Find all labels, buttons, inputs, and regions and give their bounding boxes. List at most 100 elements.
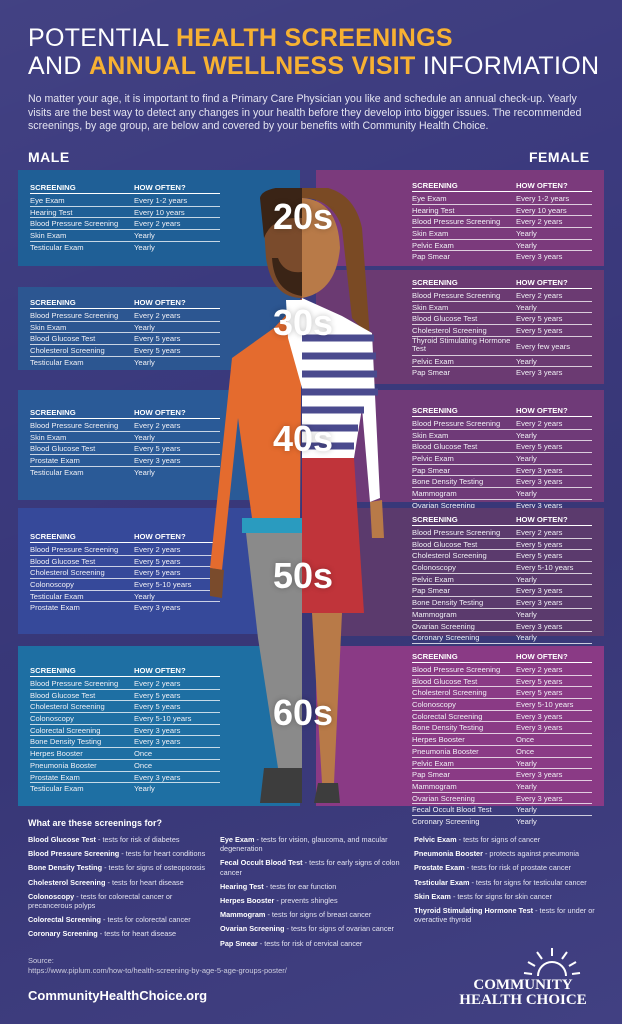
screening-frequency: Yearly: [134, 242, 155, 252]
table-row: Pelvic Exam Yearly: [412, 574, 592, 586]
screening-name: Eye Exam: [412, 194, 447, 203]
screening-frequency: Every 10 years: [134, 207, 185, 217]
definition-item: Hearing Test - tests for ear function: [220, 882, 400, 891]
screening-name: Coronary Screening: [412, 816, 480, 826]
definition-text: - tests for early signs of colon cancer: [220, 858, 400, 877]
screening-frequency: Every 2 years: [516, 419, 563, 428]
definition-text: - prevents shingles: [274, 896, 338, 906]
screening-frequency: Every 5-10 years: [134, 580, 192, 590]
female-table-60s: SCREENING HOW OFTEN? Blood Pressure Screen…: [412, 652, 592, 828]
table-row: Hearing Test Every 10 years: [30, 207, 220, 219]
page-title: POTENTIAL HEALTH SCREENINGS AND ANNUAL W…: [28, 24, 600, 80]
definition-text: - tests for under or overactive thyroid: [414, 906, 595, 925]
table-row: Blood Pressure Screening Every 2 years: [30, 544, 220, 556]
table-header: SCREENING HOW OFTEN?: [412, 406, 592, 417]
table-row: Colonoscopy Every 5-10 years: [30, 713, 220, 725]
table-header: SCREENING HOW OFTEN?: [412, 278, 592, 289]
logo-line-2: HEALTH CHOICE: [459, 992, 587, 1008]
website-link[interactable]: CommunityHealthChoice.org: [28, 988, 208, 1003]
definition-item: Herpes Booster - prevents shingles: [220, 896, 400, 905]
definition-text: - protects against pneumonia: [482, 849, 580, 859]
definition-term: Prostate Exam: [414, 863, 465, 873]
screening-name: Mammogram: [412, 489, 457, 499]
screening-frequency: Yearly: [516, 781, 537, 791]
definition-term: Eye Exam: [220, 835, 255, 844]
definition-item: Pelvic Exam - tests for signs of cancer: [414, 835, 604, 844]
table-row: Pelvic Exam Yearly: [412, 453, 592, 465]
table-row: Bone Density Testing Every 3 years: [412, 722, 592, 735]
column-header-how-often: HOW OFTEN?: [516, 515, 568, 524]
screening-frequency: Every 5-10 years: [516, 700, 574, 710]
table-row: Bone Density Testing Every 3 years: [412, 597, 592, 609]
screening-name: Pap Smear: [412, 586, 450, 596]
screening-frequency: Every 5 years: [134, 334, 181, 344]
screening-name: Hearing Test: [412, 205, 455, 215]
table-row: Blood Pressure Screening Every 2 years: [30, 218, 220, 231]
definition-item: Skin Exam - tests for signs for skin can…: [414, 892, 604, 901]
definition-text: - tests for risk of cervical cancer: [257, 938, 363, 948]
definition-item: Mammogram - tests for signs of breast ca…: [220, 910, 400, 919]
screening-name: Skin Exam: [30, 322, 67, 332]
table-row: Blood Pressure Screening Every 2 years: [30, 678, 220, 690]
column-header-screening: SCREENING: [30, 666, 76, 675]
screening-name: Mammogram: [412, 781, 457, 791]
screening-frequency: Every 5 years: [134, 346, 181, 356]
screening-name: Cholesterol Screening: [30, 702, 105, 712]
screening-frequency: Yearly: [516, 489, 537, 499]
sunburst-logo-icon: [523, 948, 581, 977]
column-header-how-often: HOW OFTEN?: [516, 278, 568, 287]
screening-frequency: Every 2 years: [134, 679, 181, 688]
screening-name: Coronary Screening: [412, 633, 480, 643]
table-row: Herpes Booster Once: [30, 748, 220, 760]
screening-frequency: Yearly: [516, 430, 537, 440]
screening-name: Colonoscopy: [412, 563, 456, 573]
table-row: Blood Glucose Test Every 5 years: [412, 539, 592, 551]
definition-term: Pelvic Exam: [414, 835, 457, 844]
definitions-col-1: Blood Glucose Test - tests for risk of d…: [28, 835, 208, 944]
screening-frequency: Every 5-10 years: [516, 563, 574, 573]
screening-name: Skin Exam: [30, 231, 67, 241]
definition-text: - tests for heart disease: [97, 929, 177, 939]
definition-text: - tests for colorectal cancer: [101, 915, 191, 925]
age-label-50s: 50s: [272, 555, 334, 596]
screening-name: Blood Pressure Screening: [412, 665, 501, 674]
definition-item: Colorectal Screening - tests for colorec…: [28, 915, 208, 924]
definition-text: - tests for signs of osteoporosis: [102, 863, 206, 873]
table-row: Ovarian Screening Every 3 years: [412, 621, 592, 633]
column-header-screening: SCREENING: [30, 298, 76, 307]
definition-item: Fecal Occult Blood Test - tests for earl…: [220, 858, 400, 876]
column-header-screening: SCREENING: [412, 406, 458, 415]
column-header-how-often: HOW OFTEN?: [134, 298, 186, 307]
screening-name: Blood Pressure Screening: [30, 219, 119, 229]
definition-term: Pneumonia Booster: [414, 849, 483, 859]
screening-frequency: Every 10 years: [516, 205, 567, 215]
screening-name: Ovarian Screening: [412, 500, 475, 510]
table-row: Coronary Screening Yearly: [412, 816, 592, 828]
table-row: Pap Smear Every 3 years: [412, 769, 592, 781]
screening-name: Testicular Exam: [30, 357, 84, 367]
table-row: Pap Smear Every 3 years: [412, 251, 592, 263]
screening-name: Colorectal Screening: [412, 711, 483, 721]
table-row: Mammogram Yearly: [412, 781, 592, 793]
table-row: Mammogram Yearly: [412, 488, 592, 500]
table-row: Testicular Exam Yearly: [30, 242, 220, 254]
definition-item: Blood Glucose Test - tests for risk of d…: [28, 835, 208, 844]
screening-name: Pelvic Exam: [412, 240, 454, 250]
screening-frequency: Every 3 years: [516, 793, 563, 803]
definition-term: Herpes Booster: [220, 896, 275, 906]
screening-name: Testicular Exam: [30, 242, 84, 252]
definition-item: Thyroid Stimulating Hormone Test - tests…: [414, 906, 604, 924]
table-row: Skin Exam Yearly: [30, 322, 220, 334]
screening-frequency: Every 5 years: [134, 702, 181, 712]
screening-name: Testicular Exam: [30, 784, 84, 794]
column-header-screening: SCREENING: [412, 181, 458, 190]
screening-frequency: Every 3 years: [516, 723, 563, 733]
screening-name: Blood Pressure Screening: [412, 419, 501, 428]
source-url[interactable]: https://www.piplum.com/how-to/health-scr…: [28, 965, 287, 975]
table-row: Fecal Occult Blood Test Yearly: [412, 804, 592, 816]
screening-frequency: Once: [134, 749, 153, 759]
definition-item: Eye Exam - tests for vision, glaucoma, a…: [220, 835, 400, 853]
table-row: Cholesterol Screening Every 5 years: [30, 701, 220, 714]
screening-name: Blood Pressure Screening: [30, 311, 119, 320]
table-row: Bone Density Testing Every 3 years: [412, 476, 592, 489]
